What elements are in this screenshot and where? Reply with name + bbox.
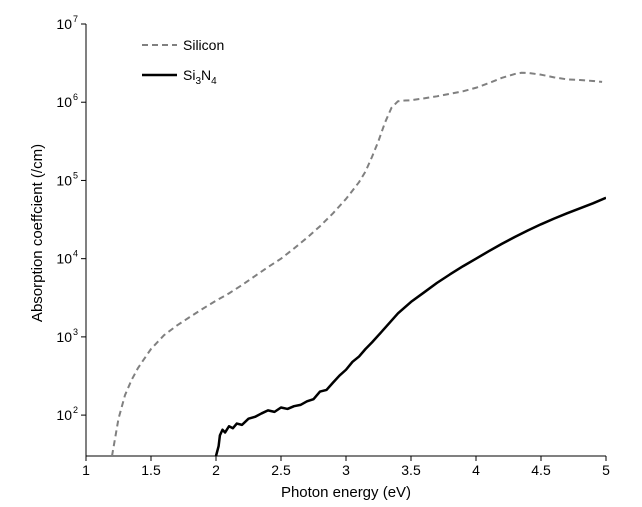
y-tick-base: 10 xyxy=(56,329,72,345)
y-tick-label: 10 xyxy=(56,172,72,188)
x-tick-label: 1 xyxy=(82,462,90,478)
x-tick-label: 2 xyxy=(212,462,220,478)
series-line-si3n4 xyxy=(214,196,606,456)
y-tick-label: 10 xyxy=(56,407,72,423)
x-tick-label: 1.5 xyxy=(141,462,161,478)
x-tick-label: 5 xyxy=(602,462,610,478)
y-tick-exponent: 3 xyxy=(73,327,78,337)
y-tick-base: 10 xyxy=(56,94,72,110)
legend-si3n4-sub-2: 4 xyxy=(211,76,217,87)
y-tick-exponent: 7 xyxy=(73,14,78,24)
y-tick-exponent: 2 xyxy=(73,405,78,415)
x-tick-label: 3 xyxy=(342,462,350,478)
series-line-silicon xyxy=(111,71,603,456)
y-tick-exponent: 4 xyxy=(73,249,78,259)
y-tick-base: 10 xyxy=(56,16,72,32)
y-tick-exponent: 5 xyxy=(73,170,78,180)
y-tick-base: 10 xyxy=(56,172,72,188)
x-tick-label: 4 xyxy=(472,462,480,478)
y-tick-exponent: 6 xyxy=(73,92,78,102)
y-tick-label: 10 xyxy=(56,94,72,110)
x-tick-label: 3.5 xyxy=(401,462,421,478)
y-tick-label: 10 xyxy=(56,251,72,267)
y-tick-label: 10 xyxy=(56,16,72,32)
y-axis-title: Absorption coeffcient (/cm) xyxy=(29,144,46,322)
y-tick-base: 10 xyxy=(56,251,72,267)
x-axis-title: Photon energy (eV) xyxy=(281,484,411,501)
legend-label-silicon: Silicon xyxy=(183,37,224,53)
series-layer xyxy=(111,71,606,456)
legend-si3n4-part-2: N xyxy=(201,67,211,83)
legend-si3n4-part-1: Si xyxy=(183,67,195,83)
y-tick-label: 10 xyxy=(56,329,72,345)
legend-label-si3n4: Si3N4 xyxy=(183,67,217,87)
legend-si3n4-sub-1: 3 xyxy=(195,76,201,87)
legend: Silicon Si3N4 xyxy=(142,37,224,87)
x-tick-label: 2.5 xyxy=(271,462,291,478)
y-tick-base: 10 xyxy=(56,407,72,423)
x-tick-label: 4.5 xyxy=(531,462,551,478)
